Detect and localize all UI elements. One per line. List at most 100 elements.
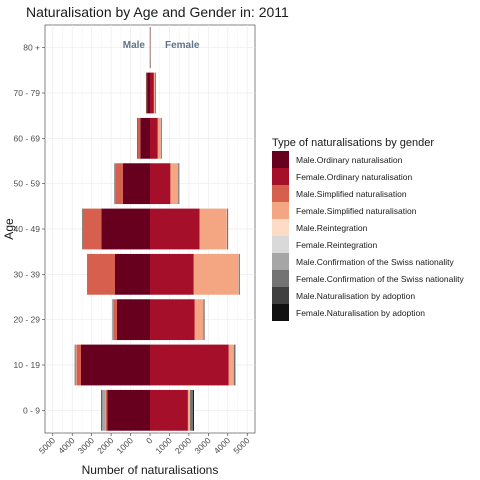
- bar-segment: [226, 208, 228, 250]
- bar-segment: [107, 389, 150, 431]
- x-tick-label: 1000: [153, 435, 174, 456]
- bar-segment: [145, 72, 147, 114]
- y-tick-label: 70 - 79: [14, 88, 41, 98]
- legend-key: [272, 168, 289, 185]
- x-tick-label: 3000: [76, 435, 97, 456]
- x-tick-label: 5000: [231, 435, 252, 456]
- legend: Type of naturalisations by gender Male.O…: [272, 137, 464, 321]
- legend-key: [272, 236, 289, 253]
- bar-segment: [194, 299, 204, 341]
- bar-segment: [239, 253, 240, 295]
- bar-segment: [150, 27, 151, 69]
- x-axis-title: Number of naturalisations: [82, 463, 219, 477]
- legend-label: Female.Simplified naturalisation: [296, 206, 417, 216]
- bar-segment: [150, 117, 158, 159]
- bar-segment: [228, 344, 234, 386]
- bar-segment: [140, 117, 150, 159]
- y-tick-label: 60 - 69: [14, 133, 41, 143]
- bar-segment: [113, 299, 117, 341]
- bar-segment: [74, 344, 76, 386]
- x-tick-label: 2000: [173, 435, 194, 456]
- legend-key: [272, 287, 289, 304]
- legend-key: [272, 304, 289, 321]
- bar-segment: [150, 389, 188, 431]
- bar-segment: [227, 208, 229, 250]
- bar-segment: [116, 299, 150, 341]
- y-tick-label: 30 - 39: [14, 269, 41, 279]
- x-tick-label: 1000: [115, 435, 136, 456]
- bar-segment: [150, 72, 154, 114]
- bar-segment: [203, 299, 205, 341]
- bar-segment: [112, 299, 114, 341]
- legend-label: Male.Ordinary naturalisation: [296, 155, 403, 165]
- bar-segment: [199, 208, 227, 250]
- bar-segment: [74, 344, 76, 386]
- bar-segment: [87, 253, 115, 295]
- chart-title: Naturalisation by Age and Gender in: 201…: [26, 4, 289, 20]
- bar-segment: [160, 117, 162, 159]
- legend-key: [272, 202, 289, 219]
- legend-label: Female.Ordinary naturalisation: [296, 172, 412, 182]
- bar-segment: [170, 163, 179, 205]
- bar-segment: [147, 72, 150, 114]
- legend-label: Female.Naturalisation by adoption: [296, 308, 425, 318]
- bar-segment: [193, 253, 239, 295]
- bar-segment: [101, 208, 150, 250]
- bar-segment: [187, 389, 190, 431]
- bar-segment: [153, 72, 155, 114]
- bar-segment: [114, 163, 115, 205]
- gender-annotations: Male Female: [123, 30, 200, 60]
- bar-segment: [233, 344, 235, 386]
- x-tick-label: 2000: [95, 435, 116, 456]
- y-tick-label: 50 - 59: [14, 179, 41, 189]
- legend-label: Female.Confirmation of the Swiss nationa…: [296, 274, 464, 284]
- bar-segment: [157, 117, 161, 159]
- bars: [74, 27, 240, 431]
- legend-key: [272, 270, 289, 287]
- bar-segment: [190, 389, 193, 431]
- bar-segment: [105, 389, 106, 431]
- bar-segment: [87, 253, 88, 295]
- legend-label: Male.Reintegration: [296, 223, 368, 233]
- legend-key: [272, 185, 289, 202]
- legend-label: Male.Simplified naturalisation: [296, 189, 407, 199]
- bar-segment: [122, 163, 150, 205]
- bar-segment: [150, 253, 194, 295]
- bar-segment: [238, 253, 239, 295]
- bar-segment: [137, 117, 138, 159]
- bar-segment: [75, 344, 77, 386]
- male-annotation: Male: [123, 40, 146, 51]
- bar-segment: [150, 208, 200, 250]
- bar-segment: [150, 344, 229, 386]
- bar-segment: [150, 299, 195, 341]
- bar-segment: [192, 389, 194, 431]
- y-tick-label: 40 - 49: [14, 224, 41, 234]
- bar-segment: [80, 344, 150, 386]
- y-tick-label: 10 - 19: [14, 360, 41, 370]
- bar-segment: [150, 163, 171, 205]
- x-tick-label: 5000: [37, 435, 58, 456]
- legend-key: [272, 219, 289, 236]
- y-tick-label: 80 +: [23, 43, 40, 53]
- x-tick-label: 0: [144, 435, 155, 446]
- bar-segment: [105, 389, 108, 431]
- legend-key: [272, 253, 289, 270]
- y-tick-label: 0 - 9: [23, 405, 40, 415]
- bar-segment: [146, 72, 148, 114]
- bar-segment: [178, 163, 180, 205]
- bar-segment: [82, 208, 102, 250]
- x-tick-label: 3000: [192, 435, 213, 456]
- x-tick-label: 4000: [212, 435, 233, 456]
- y-axis-title: Age: [2, 218, 16, 240]
- bar-segment: [76, 344, 81, 386]
- bar-segment: [137, 117, 141, 159]
- bar-segment: [115, 163, 123, 205]
- bar-segment: [101, 389, 103, 431]
- y-axis: 0 - 9 10 - 19 20 - 29 30 - 39 40 - 49 50 - 59…: [14, 43, 45, 415]
- female-annotation: Female: [165, 40, 200, 51]
- bar-segment: [115, 253, 150, 295]
- y-tick-label: 20 - 29: [14, 315, 41, 325]
- bar-segment: [178, 163, 179, 205]
